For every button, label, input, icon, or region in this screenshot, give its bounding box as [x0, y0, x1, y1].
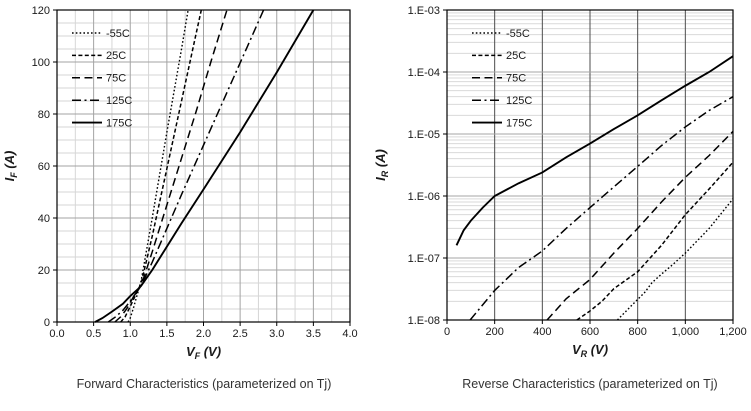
legend-label-75C: 75C — [506, 73, 526, 85]
y-tick-label: 1.E-05 — [408, 129, 440, 141]
x-tick-label: 1,200 — [719, 326, 747, 338]
forward-characteristics-chart: 0.0 0.5 1.0 1.5 2.0 2.5 3.0 3.5 4.0 0 20 40 60 80 100 1… — [2, 5, 358, 361]
x-tick-label: 1.0 — [123, 328, 138, 340]
y-tick-label: 40 — [38, 213, 50, 225]
x-tick-label: 3.5 — [306, 328, 321, 340]
x-tick-label: 2.5 — [232, 328, 247, 340]
series-line-75C — [546, 130, 734, 321]
y-tick-label: 20 — [38, 265, 50, 277]
x-tick-label: 600 — [581, 326, 599, 338]
reverse-chart-caption: Reverse Characteristics (parameterized o… — [462, 377, 718, 391]
major-gridlines — [57, 10, 350, 322]
x-tick-label: 2.0 — [196, 328, 211, 340]
x-tick-label: 1.5 — [159, 328, 174, 340]
x-axis-label: VR (V) — [572, 342, 608, 359]
legend-label-125C: 125C — [106, 95, 132, 107]
x-tick-label: 0.5 — [86, 328, 101, 340]
reverse-characteristics-chart: 0 200 400 600 800 1,000 1,200 1.E-08 1.E-07 1.E-0… — [375, 5, 747, 359]
axis-ticks — [443, 9, 734, 324]
series-line-25C — [120, 9, 203, 323]
y-axis-label: IF (A) — [2, 151, 19, 182]
x-tick-label: 3.0 — [269, 328, 284, 340]
x-tick-label: 800 — [628, 326, 646, 338]
legend-label-175C: 175C — [506, 117, 532, 129]
series-line-75C — [114, 9, 228, 323]
y-tick-label: 0 — [44, 317, 50, 329]
series-line--55C — [616, 198, 734, 321]
tick-labels: 0.0 0.5 1.0 1.5 2.0 2.5 3.0 3.5 4.0 0 20 40 60 80 100 1… — [32, 5, 358, 340]
series-line-125C — [469, 96, 734, 321]
series-curves — [455, 55, 734, 321]
y-tick-label: 1.E-06 — [408, 191, 440, 203]
series-line--55C — [127, 9, 189, 323]
legend-label--55C: -55C — [506, 28, 530, 40]
x-tick-label: 4.0 — [342, 328, 357, 340]
major-gridlines — [447, 10, 733, 320]
legend: -55C 25C 75C 125C 175C — [472, 28, 532, 129]
x-tick-label: 0 — [444, 326, 450, 338]
series-curves — [94, 9, 315, 323]
y-tick-label: 1.E-04 — [408, 67, 440, 79]
y-tick-label: 1.E-08 — [408, 315, 440, 327]
series-line-25C — [576, 161, 734, 321]
y-tick-label: 1.E-07 — [408, 253, 440, 265]
forward-chart-caption: Forward Characteristics (parameterized o… — [76, 377, 332, 391]
y-tick-label: 80 — [38, 109, 50, 121]
series-line-125C — [107, 9, 265, 323]
x-tick-label: 200 — [485, 326, 503, 338]
y-axis-label: IR (A) — [375, 149, 390, 181]
legend-label--55C: -55C — [106, 28, 130, 40]
axis-ticks — [53, 9, 351, 326]
series-line-175C — [455, 55, 734, 246]
legend-label-125C: 125C — [506, 95, 532, 107]
legend-label-175C: 175C — [106, 117, 132, 129]
x-tick-label: 400 — [533, 326, 551, 338]
x-axis-label: VF (V) — [186, 344, 221, 361]
legend-label-75C: 75C — [106, 73, 126, 85]
legend: -55C 25C 75C 125C 175C — [72, 28, 132, 129]
y-tick-label: 1.E-03 — [408, 5, 440, 17]
series-line-175C — [94, 9, 315, 323]
y-tick-label: 60 — [38, 161, 50, 173]
y-tick-label: 120 — [32, 5, 50, 17]
x-tick-label: 0.0 — [49, 328, 64, 340]
y-tick-label: 100 — [32, 57, 50, 69]
legend-label-25C: 25C — [506, 50, 526, 62]
tick-labels: 0 200 400 600 800 1,000 1,200 1.E-08 1.E-07 1.E-0… — [408, 5, 747, 338]
legend-label-25C: 25C — [106, 50, 126, 62]
x-tick-label: 1,000 — [672, 326, 700, 338]
